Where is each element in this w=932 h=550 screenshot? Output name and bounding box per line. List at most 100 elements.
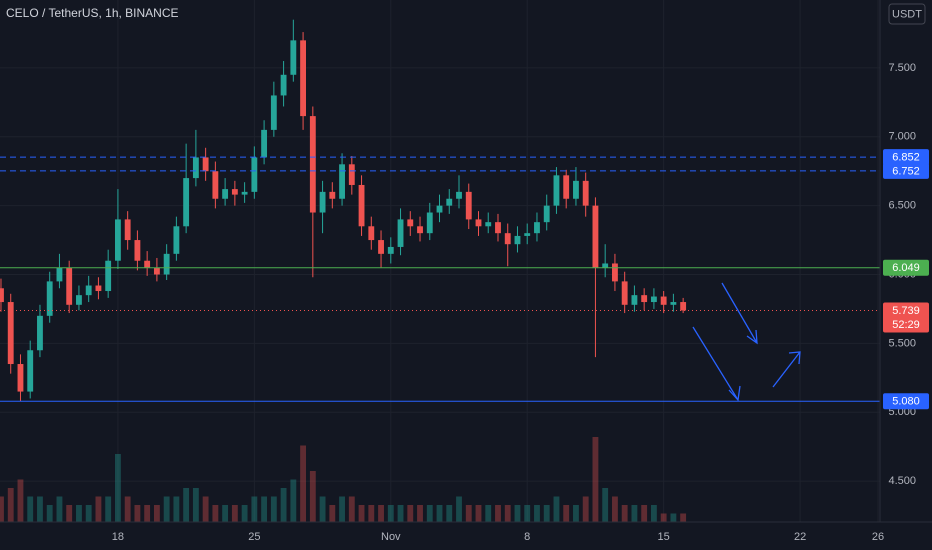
volume-bar [329, 505, 336, 522]
candle-body [641, 295, 648, 303]
candle-body [114, 219, 121, 261]
volume-bar [397, 505, 404, 522]
volume-bar [680, 513, 687, 522]
candle-body [465, 191, 472, 220]
candle-body [153, 267, 160, 275]
volume-bar [76, 505, 82, 522]
level-label-box [883, 302, 929, 333]
volume-bar [319, 496, 326, 522]
volume-bar [436, 505, 443, 522]
candle-body [202, 157, 209, 172]
volume-bar [553, 496, 560, 522]
volume-bar [378, 505, 384, 522]
volume-bar [465, 505, 472, 522]
x-tick-label: 26 [872, 531, 884, 543]
candle-body [436, 205, 443, 213]
x-tick-label: 22 [794, 531, 806, 543]
volume-bar [348, 496, 355, 522]
candle-body [95, 285, 102, 292]
candle-body [144, 260, 151, 268]
candle-body [563, 175, 570, 199]
x-tick-label: 15 [658, 531, 670, 543]
volume-bar [153, 505, 160, 522]
volume-bar [407, 505, 414, 522]
volume-bar [358, 505, 365, 522]
volume-bar [56, 496, 63, 522]
volume-bar [573, 505, 579, 522]
volume-bar [134, 505, 141, 522]
candle-body [612, 263, 618, 282]
volume-bar [670, 513, 677, 522]
candle-body [592, 205, 599, 268]
volume-bar [251, 496, 258, 522]
volume-bar [534, 505, 540, 522]
y-tick-label: 6.500 [888, 200, 916, 212]
candle-body [339, 164, 345, 199]
candle-body [670, 302, 677, 305]
candle-body [251, 157, 258, 192]
candle-body [602, 263, 609, 268]
volume-bar [163, 496, 170, 522]
candle-body [231, 189, 238, 195]
level-label-box [883, 259, 929, 276]
currency-box[interactable] [888, 3, 926, 25]
candle-body [37, 315, 43, 351]
candle-body [300, 40, 307, 117]
chart-title: CELO / TetherUS, 1h, BINANCE [6, 6, 179, 20]
volume-bar [309, 471, 316, 522]
candle-body [387, 246, 394, 254]
level-label: 5.739 [892, 305, 920, 317]
volume-bar [456, 496, 462, 522]
candle-body [212, 171, 219, 199]
level-label: 6.852 [892, 152, 920, 164]
volume-bar [446, 505, 453, 522]
volume-bar [192, 488, 199, 522]
level-label: 5.080 [892, 396, 920, 408]
candle-body [7, 302, 14, 365]
candle-body [163, 253, 170, 275]
candle-body [319, 191, 326, 213]
volume-bar [231, 505, 238, 522]
candle-body [270, 95, 277, 130]
volume-bar [485, 505, 492, 522]
candle-body [534, 222, 540, 234]
volume-bar [650, 505, 657, 522]
candle-body [407, 219, 414, 227]
candle-body [378, 240, 384, 254]
volume-bar [621, 505, 628, 522]
volume-bar [563, 505, 570, 522]
level-label: 6.049 [892, 262, 920, 274]
arrow [721, 282, 758, 345]
volume-bar [66, 505, 73, 522]
y-tick-label: 7.500 [888, 62, 916, 74]
axes: 4.5005.0005.5006.0006.5007.0007.5001825N… [112, 62, 916, 543]
volume-bar [17, 479, 24, 522]
candle-body [192, 157, 199, 179]
level-label-box [883, 162, 929, 179]
candle-body [309, 116, 316, 213]
candle-body [124, 219, 131, 241]
candle-body [475, 219, 482, 227]
candle-body [650, 296, 657, 303]
volume-bar [27, 496, 34, 522]
volume-bar [339, 496, 345, 522]
candle-body [27, 350, 34, 392]
volume-bar [105, 496, 112, 522]
level-label-box [883, 393, 929, 410]
volume-bar [124, 496, 131, 522]
volume-bar [631, 505, 638, 522]
volume-bar [300, 445, 307, 522]
volume-bar [0, 496, 4, 522]
volume-bar [261, 496, 268, 522]
volume-bar [144, 505, 151, 522]
volume-bar [612, 496, 618, 522]
candle-body [397, 219, 404, 247]
volume-bar [290, 479, 297, 522]
arrow [692, 326, 741, 402]
candle-body [85, 285, 92, 296]
currency: USDT [892, 8, 922, 20]
y-tick-label: 7.000 [888, 131, 916, 143]
volume-bar [582, 496, 589, 522]
